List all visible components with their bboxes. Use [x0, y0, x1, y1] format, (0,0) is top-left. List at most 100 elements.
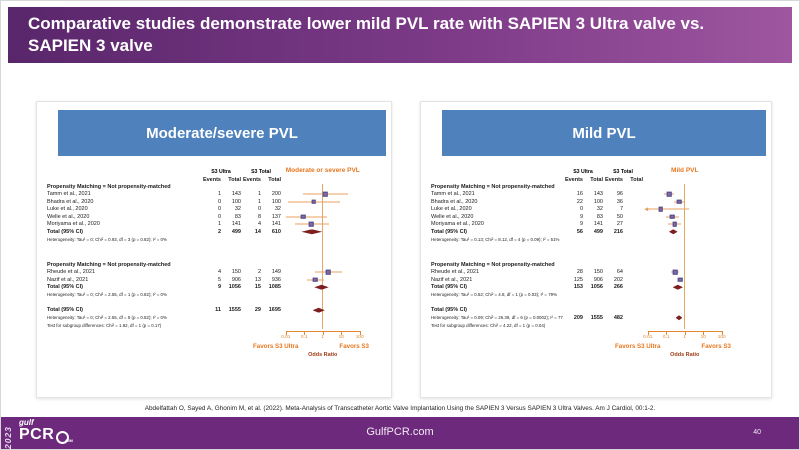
study-row: Nazif et al., 2021 5 906 13 936	[47, 276, 377, 284]
het-row: Heterogeneity: Tau² = 0.09; Chi² = 26.39…	[431, 314, 739, 322]
axis-tick	[666, 331, 668, 335]
count-cell: 0	[217, 206, 221, 213]
test-label: Test for subgroup differences: Chi² = 4.…	[431, 322, 546, 328]
column-subheader: Events	[564, 176, 583, 183]
tick-label: 10	[338, 335, 344, 340]
logo-ring-icon	[56, 431, 70, 444]
count-cell: 1	[217, 191, 221, 198]
study-row: Moriyama et al., 2020 1 141 4 141	[47, 221, 377, 229]
study-label: Welle et al., 2020	[47, 213, 90, 220]
spacer	[47, 243, 377, 261]
study-label: Moriyama et al., 2020	[47, 221, 100, 228]
plot-cell	[281, 228, 377, 236]
count-cell: 266	[613, 284, 623, 291]
subhead-row: Events Total Events Total	[47, 176, 377, 183]
favors-right-label: Favors S3	[339, 343, 369, 350]
x-label-row: Odds Ratio	[47, 350, 377, 358]
study-row: Welle et al., 2020 0 83 8 137	[47, 213, 377, 221]
plot-cell	[643, 213, 739, 221]
plot-header-cell: Moderate or severe PVL	[281, 167, 377, 176]
count-cell: 4	[217, 269, 221, 276]
count-cell: 2	[257, 269, 261, 276]
test-label: Test for subgroup differences: Chi² = 1.…	[47, 322, 162, 328]
title-bar: Comparative studies demonstrate lower mi…	[8, 7, 792, 63]
overall-row: Total (95% CI)	[431, 307, 739, 315]
column-group-header: S3 Total	[251, 169, 271, 175]
count-cell: 0	[217, 213, 221, 220]
tick-labels-cell: 0.01 0.1 1 10 100	[281, 335, 377, 341]
count-cell: 96	[616, 191, 623, 198]
study-label: Tamm et al., 2021	[47, 191, 91, 198]
tick-labels-cell: 0.01 0.1 1 10 100	[643, 335, 739, 341]
count-cell: 100	[271, 198, 281, 205]
study-label: Tamm et al., 2021	[431, 191, 475, 198]
study-row: Rheude et al., 2021 4 150 2 149	[47, 269, 377, 277]
plot-cell	[281, 284, 377, 292]
study-row: Luke et al., 2020 0 32 0 32	[47, 206, 377, 214]
count-cell: 1056	[590, 284, 603, 291]
count-cell: 150	[593, 269, 603, 276]
plot-cell	[643, 269, 739, 277]
plot-cell	[643, 314, 739, 322]
axis-tick	[359, 331, 361, 335]
het-label: Heterogeneity: Tau² = 0.52; Chi² = 4.8, …	[431, 292, 557, 298]
x-label-cell: Odds Ratio	[643, 350, 739, 358]
total-row: Total (95% CI) 2 499 14 610	[47, 228, 377, 236]
colhead-row: S3 Ultra S3 Total Mild PVL	[431, 167, 739, 176]
plot-cell	[281, 269, 377, 277]
count-cell: 499	[593, 228, 603, 235]
plot-cell	[643, 206, 739, 214]
study-label: Rheude et al., 2021	[47, 269, 96, 276]
het-row: Heterogeneity: Tau² = 0; Chi² = 2.55, df…	[47, 291, 377, 299]
count-cell: 2	[217, 228, 221, 235]
favors-cell: Favors S3 Ultra Favors S3	[615, 341, 739, 350]
count-cell: 1695	[268, 307, 281, 314]
section-label: Propensity Matching = Not propensity-mat…	[431, 261, 555, 268]
plot-cell	[643, 228, 739, 236]
study-label: Welle et al., 2020	[431, 213, 474, 220]
count-cell: 137	[271, 213, 281, 220]
plot-cell	[281, 322, 377, 330]
count-cell: 936	[271, 276, 281, 283]
count-cell: 32	[274, 206, 281, 213]
plot-cell	[643, 236, 739, 244]
count-cell: 64	[616, 269, 623, 276]
total-row: Total (95% CI) 56 499 216	[431, 228, 739, 236]
slide-title-line2: SAPIEN 3 valve	[28, 36, 153, 55]
favors-left-label: Favors S3 Ultra	[615, 343, 661, 350]
count-cell: 7	[619, 206, 623, 213]
plot-cell	[281, 213, 377, 221]
column-group-header: S3 Total	[613, 169, 633, 175]
plot-cell	[281, 291, 377, 299]
plot-cell	[281, 176, 377, 183]
spacer	[47, 299, 377, 307]
count-cell: 1555	[228, 307, 241, 314]
colhead-row: S3 Ultra S3 Total Moderate or severe PVL	[47, 167, 377, 176]
or-point-square	[672, 221, 678, 227]
overall-row: Total (95% CI) 11 1555 29 1695	[47, 307, 377, 315]
plot-cell	[643, 221, 739, 229]
count-cell: 27	[616, 221, 623, 228]
tick-label: 0.01	[281, 335, 291, 340]
count-cell: 9	[579, 213, 583, 220]
plot-cell	[281, 183, 377, 191]
count-cell: 143	[231, 191, 241, 198]
or-point-square	[658, 206, 663, 212]
count-cell: 149	[271, 269, 281, 276]
section-label: Propensity Matching = Not propensity-mat…	[47, 183, 171, 190]
axis-tick	[341, 331, 343, 335]
total-label: Total (95% CI)	[431, 284, 467, 291]
count-cell: 15	[254, 284, 261, 291]
summary-diamond	[668, 229, 678, 235]
het-label: Heterogeneity: Tau² = 0.13; Chi² = 8.12,…	[431, 236, 560, 242]
spacer	[431, 299, 739, 307]
plot-cell	[281, 221, 377, 229]
study-row: Moriyama et al., 2020 9 141 27	[431, 221, 739, 229]
study-row: Tamm et al., 2021 1 143 1 200	[47, 191, 377, 199]
study-label: Bhadra et al., 2020	[431, 198, 478, 205]
total-label: Total (95% CI)	[47, 228, 83, 235]
tick-label: 0.1	[662, 335, 670, 340]
section-row: Propensity Matching = Not propensity-mat…	[431, 183, 739, 191]
plot-title: Moderate or severe PVL	[285, 167, 360, 174]
count-cell: 1	[257, 191, 261, 198]
